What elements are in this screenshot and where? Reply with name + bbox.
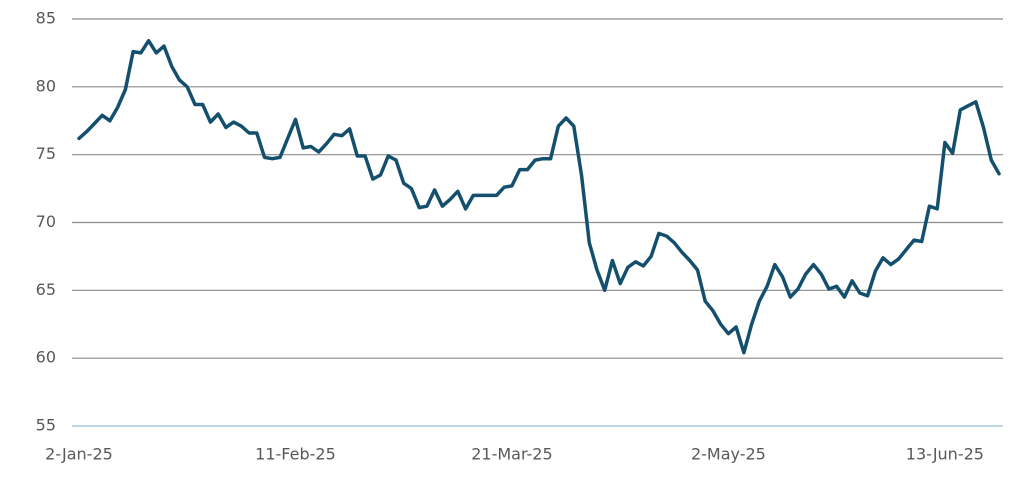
x-tick-label: 2-May-25 [691,445,766,464]
x-tick-label: 13-Jun-25 [906,445,984,464]
y-tick-label: 60 [36,348,56,367]
x-tick-label: 2-Jan-25 [45,445,113,464]
y-tick-label: 70 [36,212,56,231]
y-tick-label: 80 [36,76,56,95]
y-tick-label: 75 [36,144,56,163]
x-tick-label: 11-Feb-25 [255,445,336,464]
x-tick-label: 21-Mar-25 [471,445,552,464]
y-tick-label: 85 [36,9,56,28]
y-tick-label: 65 [36,280,56,299]
data-line [77,38,1001,355]
y-tick-label: 55 [36,416,56,435]
